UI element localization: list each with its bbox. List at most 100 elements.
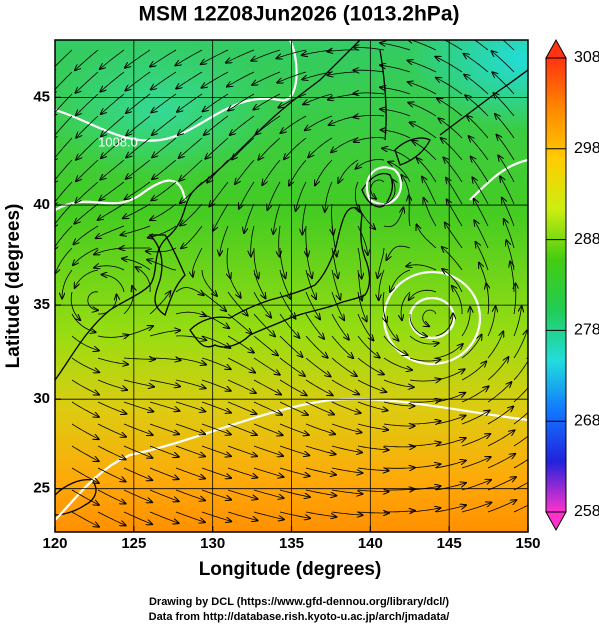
streamline bbox=[487, 407, 513, 425]
streamline bbox=[149, 467, 179, 479]
streamline bbox=[463, 54, 489, 73]
streamline bbox=[305, 269, 316, 299]
streamline bbox=[178, 115, 203, 135]
streamline bbox=[435, 313, 453, 337]
y-tick-label: 25 bbox=[33, 480, 50, 497]
streamline bbox=[123, 379, 154, 387]
streamline bbox=[384, 511, 415, 512]
streamline bbox=[253, 335, 278, 355]
streamline bbox=[75, 269, 99, 288]
streamline bbox=[123, 286, 133, 315]
streamline bbox=[438, 118, 463, 139]
streamline bbox=[513, 330, 527, 359]
streamline bbox=[175, 511, 205, 522]
streamline bbox=[180, 181, 203, 203]
streamline bbox=[262, 159, 281, 185]
streamline bbox=[147, 260, 177, 271]
streamline bbox=[176, 71, 203, 89]
streamline bbox=[305, 379, 333, 395]
streamline bbox=[424, 198, 437, 227]
streamline bbox=[331, 357, 357, 376]
streamline bbox=[435, 438, 466, 447]
streamline bbox=[279, 291, 296, 319]
streamline bbox=[435, 483, 466, 491]
streamline bbox=[441, 138, 463, 161]
streamline bbox=[70, 291, 80, 320]
streamline bbox=[201, 467, 231, 478]
streamline bbox=[390, 269, 411, 292]
plot-area bbox=[55, 40, 528, 532]
streamline bbox=[98, 203, 125, 220]
streamline bbox=[279, 423, 309, 435]
colorbar-scale bbox=[545, 57, 567, 513]
streamline bbox=[357, 203, 375, 229]
streamline bbox=[227, 511, 258, 521]
streamline bbox=[122, 259, 151, 271]
streamline bbox=[226, 49, 255, 63]
streamline bbox=[435, 344, 463, 359]
streamline bbox=[253, 489, 284, 498]
streamline bbox=[201, 511, 231, 521]
streamline bbox=[380, 87, 411, 95]
x-tick-label: 145 bbox=[437, 535, 462, 552]
streamline bbox=[491, 51, 515, 73]
streamline bbox=[175, 445, 205, 456]
streamline bbox=[331, 512, 363, 515]
y-tick-label: 40 bbox=[33, 196, 50, 213]
streamline bbox=[227, 401, 256, 414]
streamline bbox=[381, 130, 411, 139]
streamline bbox=[201, 313, 229, 328]
streamline bbox=[119, 248, 150, 249]
streamline bbox=[409, 335, 439, 344]
streamline bbox=[62, 269, 73, 299]
streamline bbox=[123, 203, 151, 218]
streamline bbox=[410, 122, 437, 139]
streamline bbox=[123, 401, 153, 412]
streamline bbox=[331, 225, 337, 256]
streamline bbox=[465, 95, 489, 117]
streamline bbox=[177, 93, 203, 112]
streamline bbox=[305, 423, 335, 434]
streamline bbox=[371, 179, 385, 199]
streamline bbox=[473, 40, 489, 51]
streamline bbox=[175, 312, 206, 316]
streamline bbox=[435, 461, 466, 469]
streamline bbox=[305, 335, 328, 358]
streamline bbox=[100, 71, 125, 92]
streamline bbox=[435, 40, 463, 51]
streamline bbox=[279, 467, 310, 476]
streamline bbox=[102, 275, 125, 293]
streamline bbox=[203, 93, 229, 111]
streamline bbox=[175, 489, 205, 500]
streamline bbox=[409, 400, 441, 402]
streamline bbox=[461, 457, 491, 469]
streamline bbox=[331, 269, 340, 300]
x-tick-label: 135 bbox=[279, 535, 304, 552]
streamline bbox=[422, 309, 437, 326]
streamline bbox=[251, 49, 281, 61]
streamline bbox=[125, 181, 151, 199]
streamline bbox=[126, 115, 151, 136]
streamline bbox=[409, 358, 440, 361]
streamline bbox=[149, 401, 180, 411]
streamline bbox=[284, 137, 307, 159]
streamline bbox=[409, 379, 441, 381]
streamline bbox=[149, 358, 181, 360]
streamline bbox=[308, 137, 333, 157]
streamline bbox=[192, 247, 203, 277]
streamline bbox=[253, 467, 284, 477]
streamline bbox=[353, 115, 385, 117]
streamline bbox=[279, 313, 299, 338]
streamline bbox=[175, 49, 203, 65]
streamline bbox=[201, 445, 231, 456]
streamline bbox=[306, 225, 308, 257]
streamline bbox=[498, 156, 515, 183]
streamline bbox=[437, 98, 463, 117]
streamline bbox=[357, 401, 388, 411]
streamline bbox=[148, 225, 177, 238]
streamline bbox=[461, 434, 490, 447]
streamline bbox=[279, 269, 291, 299]
streamline bbox=[97, 423, 126, 437]
streamline bbox=[253, 313, 275, 336]
streamline bbox=[71, 467, 99, 483]
